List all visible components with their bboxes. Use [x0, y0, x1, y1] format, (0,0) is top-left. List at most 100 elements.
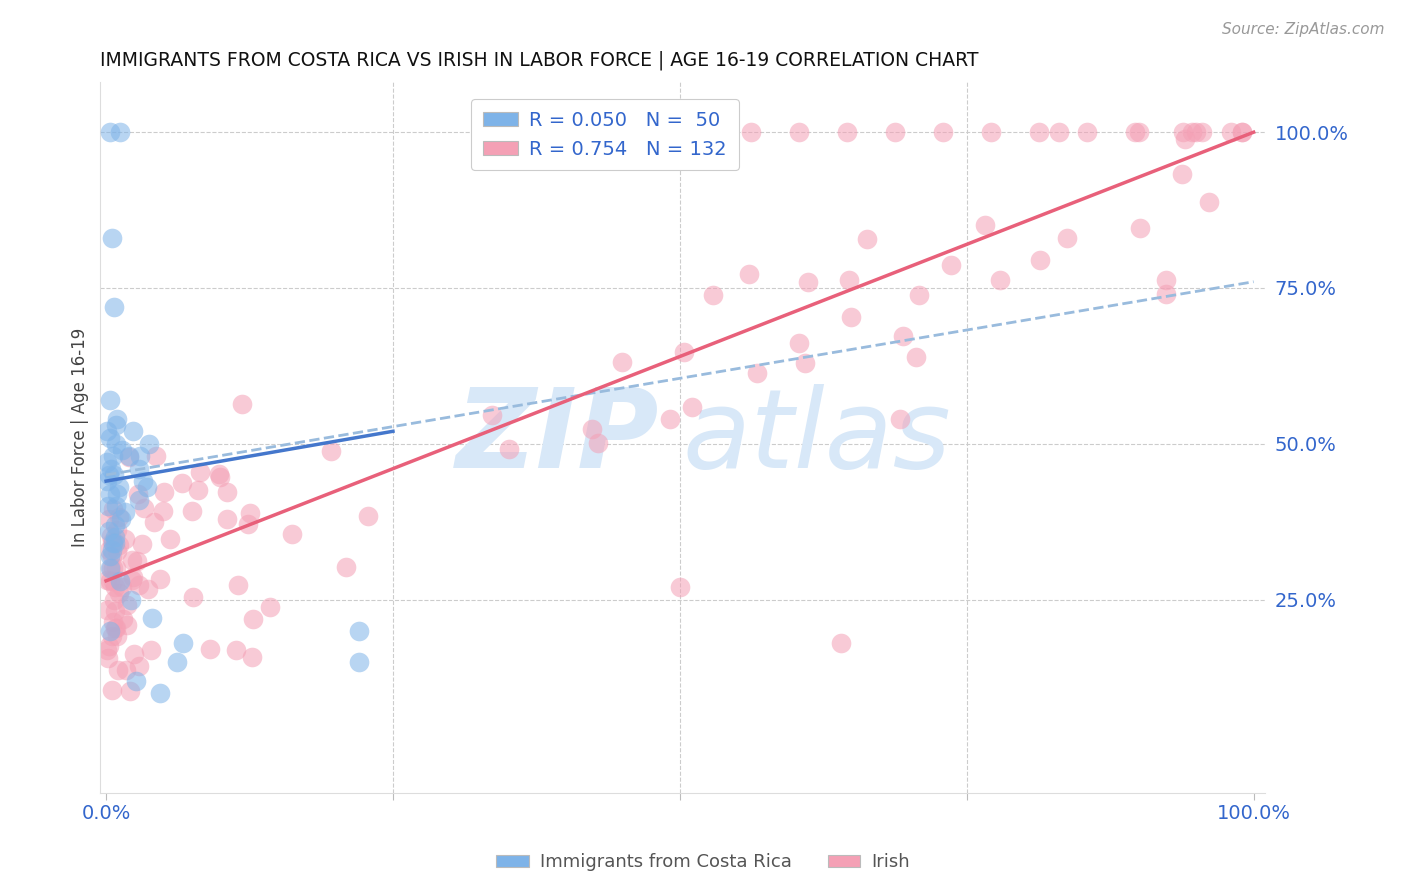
- Point: [98, 561, 121, 575]
- Point: [692, 125, 714, 139]
- Point: [103, 467, 125, 482]
- Point: [108, 538, 131, 552]
- Point: [141, 611, 163, 625]
- Point: [120, 592, 142, 607]
- Point: [122, 424, 145, 438]
- Point: [128, 659, 150, 673]
- Text: IMMIGRANTS FROM COSTA RICA VS IRISH IN LABOR FORCE | AGE 16-19 CORRELATION CHART: IMMIGRANTS FROM COSTA RICA VS IRISH IN L…: [100, 51, 979, 70]
- Point: [108, 586, 131, 600]
- Point: [120, 684, 142, 698]
- Point: [740, 125, 762, 139]
- Point: [101, 561, 124, 575]
- Point: [588, 435, 610, 450]
- Point: [939, 258, 962, 272]
- Point: [225, 643, 247, 657]
- Point: [97, 543, 120, 558]
- Point: [188, 465, 211, 479]
- Point: [152, 485, 174, 500]
- Point: [932, 125, 955, 139]
- Point: [98, 640, 121, 654]
- Point: [112, 612, 135, 626]
- Point: [980, 125, 1002, 139]
- Point: [794, 356, 817, 370]
- Point: [681, 400, 703, 414]
- Point: [122, 570, 145, 584]
- Point: [100, 529, 122, 543]
- Point: [118, 450, 141, 464]
- Point: [97, 512, 120, 526]
- Point: [1219, 125, 1241, 139]
- Point: [988, 273, 1011, 287]
- Point: [110, 581, 132, 595]
- Point: [612, 354, 634, 368]
- Point: [107, 480, 129, 494]
- Point: [117, 599, 139, 613]
- Point: [239, 506, 262, 520]
- Point: [97, 650, 120, 665]
- Point: [101, 615, 124, 629]
- Point: [98, 574, 121, 588]
- Point: [96, 455, 118, 469]
- Point: [172, 475, 194, 490]
- Point: [855, 232, 877, 246]
- Point: [207, 467, 229, 481]
- Point: [335, 560, 357, 574]
- Point: [108, 509, 131, 524]
- Point: [1076, 125, 1098, 139]
- Point: [1198, 194, 1220, 209]
- Point: [98, 125, 121, 139]
- Point: [673, 345, 696, 359]
- Point: [231, 397, 253, 411]
- Point: [127, 487, 149, 501]
- Point: [105, 486, 128, 500]
- Point: [198, 642, 221, 657]
- Point: [98, 524, 121, 538]
- Point: [145, 450, 167, 464]
- Point: [103, 502, 125, 516]
- Point: [121, 553, 143, 567]
- Legend: R = 0.050   N =  50, R = 0.754   N = 132: R = 0.050 N = 50, R = 0.754 N = 132: [471, 99, 738, 170]
- Point: [97, 499, 120, 513]
- Point: [115, 618, 138, 632]
- Point: [98, 486, 121, 500]
- Point: [101, 536, 124, 550]
- Point: [105, 523, 128, 537]
- Point: [581, 422, 603, 436]
- Point: [669, 580, 692, 594]
- Point: [104, 530, 127, 544]
- Point: [236, 516, 259, 531]
- Point: [347, 655, 370, 669]
- Point: [105, 561, 128, 575]
- Point: [104, 536, 127, 550]
- Point: [108, 574, 131, 588]
- Point: [149, 573, 172, 587]
- Point: [1154, 273, 1177, 287]
- Point: [114, 532, 136, 546]
- Point: [128, 578, 150, 592]
- Point: [481, 408, 503, 422]
- Point: [891, 329, 914, 343]
- Point: [101, 683, 124, 698]
- Point: [98, 467, 121, 482]
- Point: [1028, 125, 1050, 139]
- Text: atlas: atlas: [683, 384, 952, 491]
- Point: [1047, 125, 1070, 139]
- Point: [789, 335, 811, 350]
- Point: [104, 436, 127, 450]
- Point: [259, 599, 281, 614]
- Point: [1056, 231, 1078, 245]
- Point: [105, 621, 128, 635]
- Point: [100, 461, 122, 475]
- Point: [242, 612, 264, 626]
- Point: [103, 300, 125, 314]
- Point: [96, 643, 118, 657]
- Point: [889, 412, 911, 426]
- Point: [103, 592, 125, 607]
- Point: [321, 443, 343, 458]
- Point: [1128, 125, 1150, 139]
- Legend: Immigrants from Costa Rica, Irish: Immigrants from Costa Rica, Irish: [489, 847, 917, 879]
- Point: [122, 647, 145, 661]
- Point: [905, 350, 928, 364]
- Point: [107, 663, 129, 677]
- Point: [104, 418, 127, 433]
